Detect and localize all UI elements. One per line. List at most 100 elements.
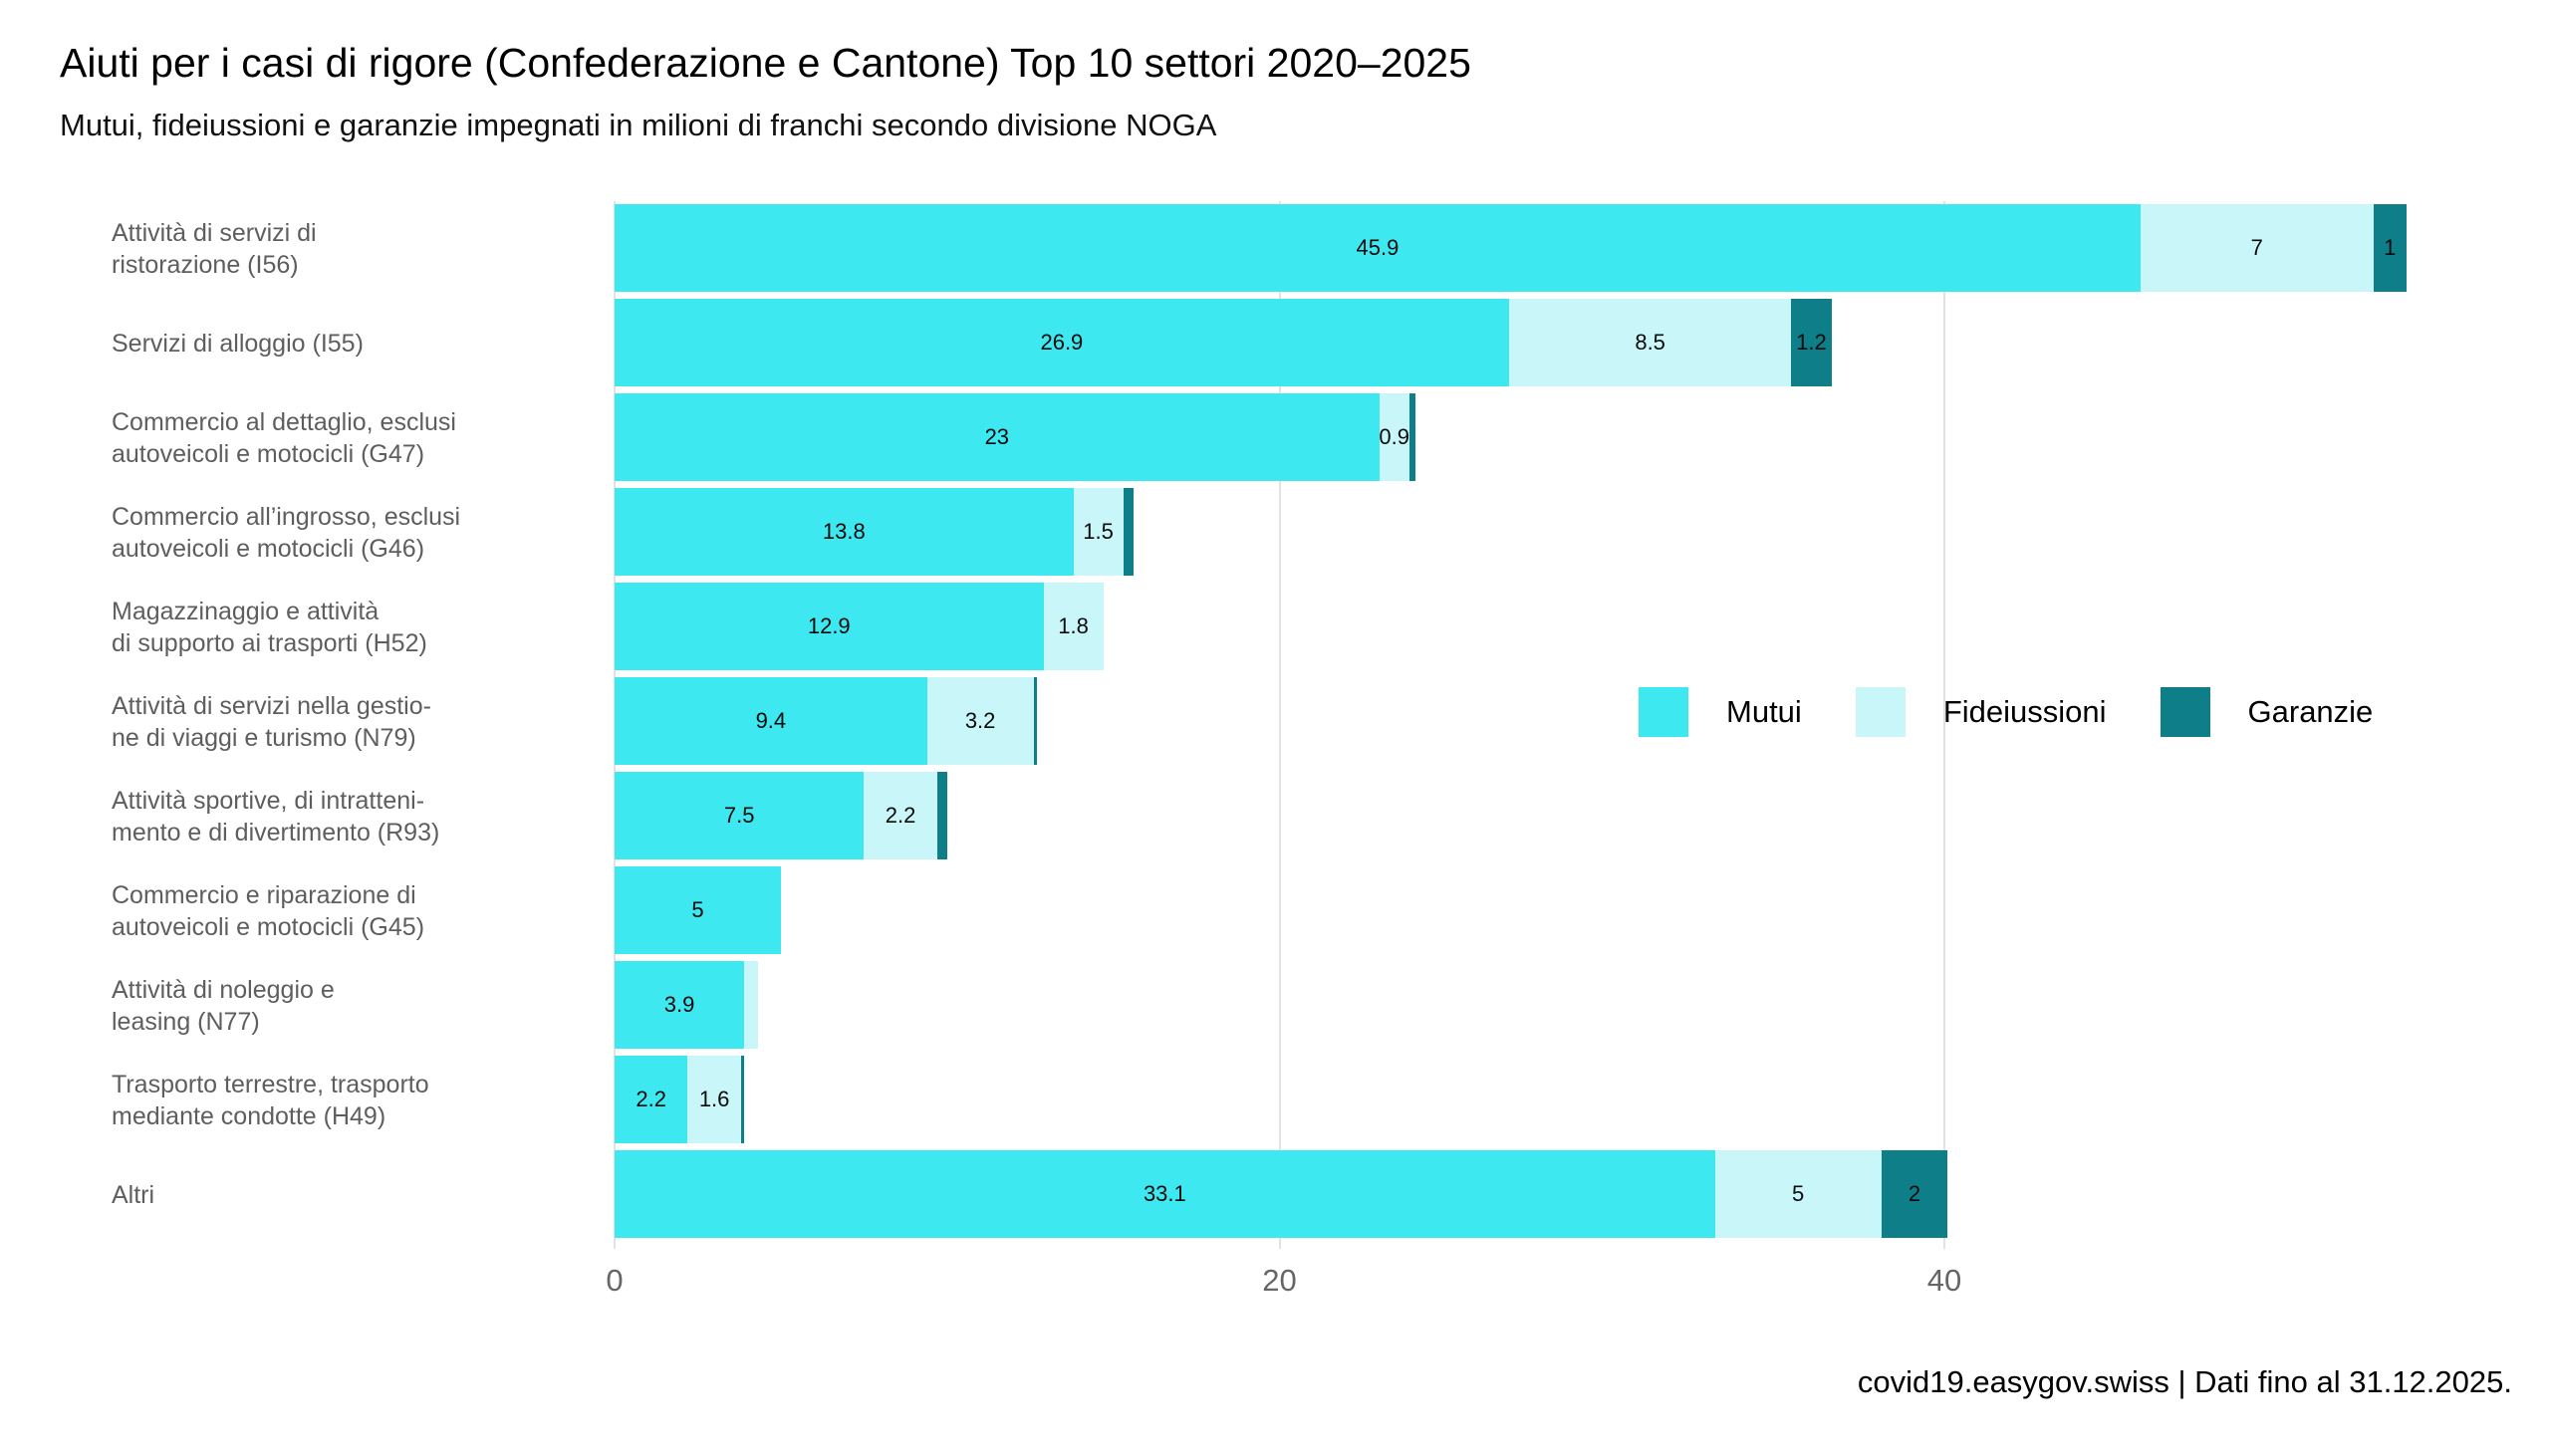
category-label: Commercio al dettaglio, esclusi autoveic… [112, 407, 456, 468]
bar-stack: 23 0.9 [615, 393, 1416, 481]
chart-row: Attività di noleggio e leasing (N77) 3.9 [0, 958, 2550, 1053]
value-label: 7 [2250, 235, 2263, 260]
category-label: Attività di servizi di ristorazione (I56… [112, 218, 317, 279]
bar-segment-fideiussioni [744, 961, 758, 1049]
bar-stack: 3.9 [615, 961, 758, 1049]
bar-segment-fideiussioni: 0.9 [1379, 393, 1409, 481]
x-axis: 0 20 40 [0, 1263, 2550, 1303]
chart-row: Commercio e riparazione di autoveicoli e… [0, 863, 2550, 958]
legend-swatch-icon [2160, 687, 2210, 737]
bar-segment-garanzie [1033, 677, 1037, 765]
bar-segment-mutui: 23 [615, 393, 1380, 481]
chart-subtitle: Mutui, fideiussioni e garanzie impegnati… [60, 108, 1217, 142]
value-label: 8.5 [1635, 330, 1665, 355]
legend-label: Mutui [1726, 694, 1802, 729]
value-label: 3.2 [964, 708, 996, 733]
plot-area: Attività di servizi di ristorazione (I56… [0, 201, 2550, 1249]
bar-segment-fideiussioni: 8.5 [1508, 299, 1792, 386]
bar-segment-fideiussioni: 7 [2140, 204, 2374, 292]
chart-row: Commercio al dettaglio, esclusi autoveic… [0, 390, 2550, 485]
value-label: 1 [2384, 235, 2397, 260]
chart-row: Commercio all’ingrosso, esclusi autoveic… [0, 485, 2550, 580]
legend: Mutui Fideiussioni Garanzie [1639, 687, 2373, 737]
value-label: 1.8 [1058, 613, 1089, 638]
bar-stack: 13.8 1.5 [615, 488, 1134, 576]
bar-stack: 7.5 2.2 [615, 772, 947, 859]
legend-item-garanzie[interactable]: Garanzie [2160, 687, 2374, 737]
legend-item-fideiussioni[interactable]: Fideiussioni [1855, 687, 2107, 737]
bar-segment-mutui: 9.4 [615, 677, 927, 765]
value-label: 45.9 [1356, 235, 1400, 260]
legend-swatch-icon [1855, 687, 1906, 737]
bar-segment-mutui: 3.9 [615, 961, 745, 1049]
bar-segment-garanzie: 2 [1881, 1150, 1948, 1238]
chart-row: Trasporto terrestre, trasporto mediante … [0, 1053, 2550, 1147]
bar-segment-mutui: 33.1 [615, 1150, 1715, 1238]
bar-segment-fideiussioni: 1.6 [687, 1056, 741, 1143]
bar-stack: 33.1 5 2 [615, 1150, 1948, 1238]
bar-segment-fideiussioni: 2.2 [864, 772, 937, 859]
category-label: Commercio e riparazione di autoveicoli e… [112, 880, 425, 941]
category-label: Trasporto terrestre, trasporto mediante … [112, 1070, 429, 1130]
category-label: Attività di noleggio e leasing (N77) [112, 975, 335, 1036]
chart-row: Altri 33.1 5 2 [0, 1147, 2550, 1242]
value-label: 5 [1792, 1181, 1805, 1206]
value-label: 2.2 [636, 1087, 666, 1111]
bar-segment-fideiussioni: 1.8 [1043, 583, 1104, 670]
value-label: 1.2 [1796, 330, 1827, 355]
value-label: 33.1 [1143, 1181, 1186, 1206]
bar-segment-fideiussioni: 5 [1714, 1150, 1882, 1238]
bar-segment-mutui: 45.9 [615, 204, 2141, 292]
bar-segment-garanzie [740, 1056, 745, 1143]
value-label: 1.6 [698, 1087, 730, 1111]
chart-row: Attività sportive, di intratteni- mento … [0, 769, 2550, 863]
value-label: 1.5 [1083, 519, 1114, 544]
bar-stack: 12.9 1.8 [615, 583, 1104, 670]
bar-stack: 26.9 8.5 1.2 [615, 299, 1832, 386]
category-label: Magazzinaggio e attività di supporto ai … [112, 597, 427, 657]
legend-label: Fideiussioni [1942, 694, 2107, 729]
chart-row: Servizi di alloggio (I55) 26.9 8.5 1.2 [0, 296, 2550, 390]
chart-row: Magazzinaggio e attività di supporto ai … [0, 580, 2550, 674]
x-axis-tick-label: 20 [1262, 1263, 1297, 1298]
chart-row: Attività di servizi di ristorazione (I56… [0, 201, 2550, 296]
bar-segment-fideiussioni: 1.5 [1073, 488, 1124, 576]
bar-stack: 2.2 1.6 [615, 1056, 745, 1143]
chart-title: Aiuti per i casi di rigore (Confederazio… [60, 40, 1471, 86]
category-label: Altri [112, 1180, 155, 1209]
legend-item-mutui[interactable]: Mutui [1639, 687, 1802, 737]
bar-segment-fideiussioni: 3.2 [926, 677, 1034, 765]
value-label: 12.9 [807, 613, 851, 638]
bar-stack: 9.4 3.2 [615, 677, 1037, 765]
bar-segment-mutui: 13.8 [615, 488, 1074, 576]
bar-segment-garanzie: 1.2 [1791, 299, 1832, 386]
bar-segment-mutui: 2.2 [615, 1056, 688, 1143]
value-label: 5 [691, 897, 704, 922]
category-label: Servizi di alloggio (I55) [112, 329, 364, 358]
x-axis-tick-label: 0 [606, 1263, 624, 1298]
value-label: 23 [984, 424, 1010, 449]
category-label: Attività sportive, di intratteni- mento … [112, 786, 440, 847]
bar-segment-garanzie: 1 [2373, 204, 2407, 292]
category-label: Commercio all’ingrosso, esclusi autoveic… [112, 502, 461, 563]
bar-segment-mutui: 5 [615, 866, 781, 954]
x-axis-tick-label: 40 [1926, 1263, 1962, 1298]
bar-segment-garanzie [1408, 393, 1416, 481]
value-label: 0.9 [1379, 424, 1409, 449]
gridline [1943, 201, 1945, 1249]
bar-stack: 45.9 7 1 [615, 204, 2407, 292]
bar-stack: 5 [615, 866, 781, 954]
value-label: 13.8 [822, 519, 866, 544]
bar-segment-mutui: 26.9 [615, 299, 1509, 386]
value-label: 9.4 [755, 708, 787, 733]
bar-segment-mutui: 12.9 [615, 583, 1044, 670]
legend-label: Garanzie [2247, 694, 2374, 729]
category-label: Attività di servizi nella gestio- ne di … [112, 691, 431, 752]
chart-row: Attività di servizi nella gestio- ne di … [0, 674, 2550, 769]
bar-segment-garanzie [1123, 488, 1134, 576]
value-label: 2 [1908, 1181, 1921, 1206]
value-label: 2.2 [885, 803, 916, 828]
bar-segment-garanzie [936, 772, 947, 859]
source-note: covid19.easygov.swiss | Dati fino al 31.… [1857, 1364, 2512, 1399]
